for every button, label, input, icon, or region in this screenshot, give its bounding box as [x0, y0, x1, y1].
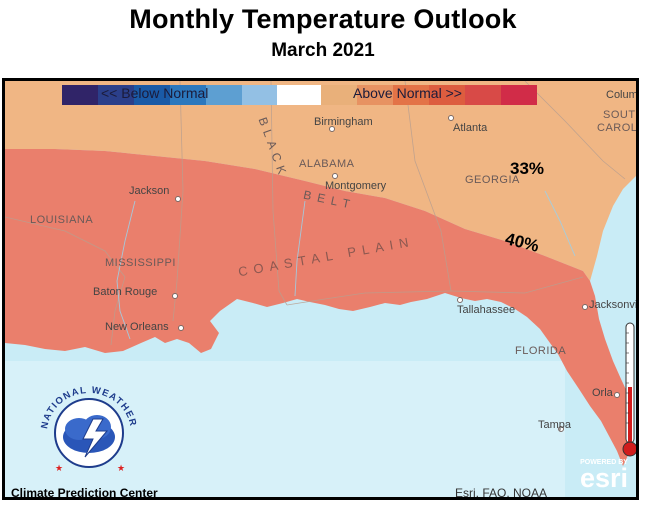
cpc-label: Climate Prediction Center: [11, 486, 158, 500]
legend-bar: [62, 85, 537, 105]
prob-area-40: [5, 149, 633, 466]
esri-wordmark: esri: [579, 463, 629, 493]
prob-area-33: [5, 81, 636, 281]
place-new-orleans: New Orleans: [105, 321, 169, 333]
svg-text:★: ★: [55, 464, 63, 474]
legend-below-segment-3: [133, 85, 170, 105]
legend-above-segment-6: [500, 85, 537, 105]
place-tallahassee: Tallahassee: [457, 304, 516, 316]
legend-above-segment-4: [429, 85, 466, 105]
place-columbia: Colum: [606, 89, 638, 101]
map-credit: Esri, FAO, NOAA: [455, 486, 548, 500]
region-georgia: GEORGIA: [465, 174, 520, 186]
legend-below-segment-1: [62, 85, 98, 105]
legend-above-segment-2: [357, 85, 394, 105]
page-subtitle: March 2021: [271, 40, 375, 61]
prob-label-33: 33%: [510, 159, 545, 178]
legend-above-label: Above Normal >>: [353, 85, 462, 101]
page-title: Monthly Temperature Outlook: [129, 4, 517, 34]
legend-above-segment-3: [393, 85, 430, 105]
esri-powered-by: POWERED BY: [580, 459, 628, 466]
legend-above-segment-5: [465, 85, 501, 105]
legend-below-segment-4: [169, 85, 206, 105]
region-louisiana: LOUISIANA: [30, 214, 94, 226]
region-mississippi: MISSISSIPPI: [105, 257, 176, 269]
thermometer-icon: [622, 322, 636, 457]
place-montgomery: Montgomery: [325, 180, 387, 192]
place-orlando: Orla: [592, 387, 613, 399]
outlook-map[interactable]: << Below Normal Above Normal >> Birmingh…: [2, 78, 639, 500]
legend-below-segment-6: [241, 85, 278, 105]
legend-below-segment-2: [97, 85, 134, 105]
esri-logo[interactable]: POWERED BY esri: [574, 459, 634, 493]
region-florida: FLORIDA: [515, 345, 567, 357]
legend-below-segment-5: [205, 85, 242, 105]
region-south-carolina-1: SOUTH: [603, 109, 636, 121]
place-atlanta: Atlanta: [453, 122, 488, 134]
svg-text:★: ★: [117, 464, 125, 474]
city-dot-icon: [172, 115, 620, 432]
region-alabama: ALABAMA: [299, 158, 355, 170]
place-jacksonville: Jacksonvil: [589, 299, 639, 311]
legend-neutral-segment: [277, 85, 322, 105]
place-tampa: Tampa: [538, 419, 572, 431]
legend-below-label: << Below Normal: [101, 85, 209, 101]
place-jackson: Jackson: [129, 185, 170, 197]
legend-above-segment-1: [321, 85, 358, 105]
nws-logo-icon: NATIONAL WEATHER SERVICE ★ ★: [35, 381, 138, 474]
region-south-carolina-2: CAROLI: [597, 122, 639, 134]
place-birmingham: Birmingham: [314, 116, 373, 128]
place-baton-rouge: Baton Rouge: [93, 286, 158, 298]
